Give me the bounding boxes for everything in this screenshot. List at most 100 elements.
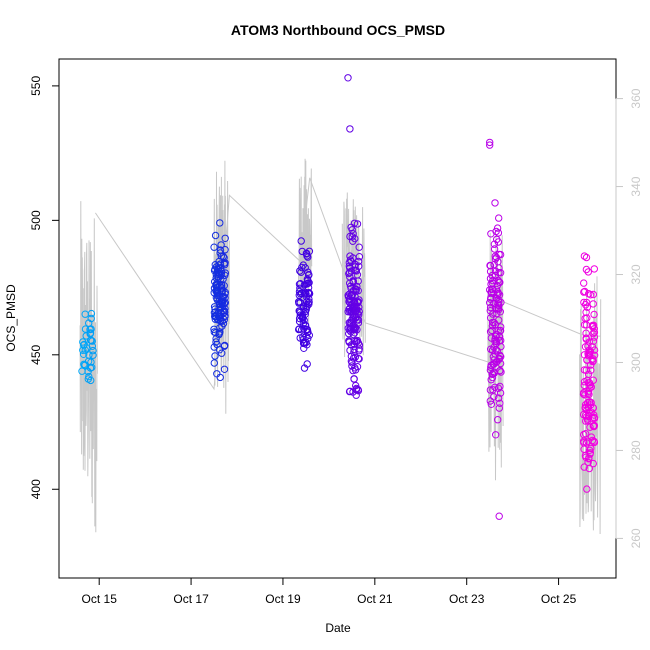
data-point xyxy=(580,351,589,359)
data-point xyxy=(495,264,503,272)
data-point xyxy=(80,340,88,349)
data-point xyxy=(579,390,588,398)
data-point xyxy=(486,141,494,149)
data-point xyxy=(497,368,505,376)
data-point xyxy=(297,268,305,276)
data-point xyxy=(221,312,229,321)
data-point xyxy=(582,253,591,262)
data-point xyxy=(211,352,219,360)
data-point xyxy=(353,298,362,307)
axes-layer: Oct 15 Oct 17 Oct 19 Oct 21 Oct 23 Oct 25 400 4… xyxy=(29,76,643,606)
data-point xyxy=(497,342,505,351)
data-point xyxy=(582,335,590,343)
data-point xyxy=(215,304,224,312)
data-point xyxy=(212,270,221,279)
data-point xyxy=(488,370,496,378)
data-point xyxy=(218,295,226,304)
points-layer xyxy=(78,74,599,520)
data-point xyxy=(587,383,595,391)
data-point xyxy=(87,358,95,366)
data-point xyxy=(351,314,360,322)
data-point xyxy=(580,321,589,329)
data-point xyxy=(585,455,593,463)
data-point xyxy=(354,287,362,295)
y2-tick-label: 280 xyxy=(629,440,643,460)
data-point xyxy=(304,283,313,292)
data-point xyxy=(304,328,312,336)
data-point xyxy=(490,260,498,269)
data-point xyxy=(220,315,229,324)
data-point xyxy=(217,305,225,313)
data-point xyxy=(213,291,222,300)
data-point xyxy=(354,387,363,395)
data-point xyxy=(490,245,499,253)
data-point xyxy=(214,273,222,281)
data-point xyxy=(582,411,590,419)
data-point xyxy=(493,309,501,318)
data-point xyxy=(581,287,589,296)
data-point xyxy=(492,431,500,439)
data-point xyxy=(492,332,500,340)
data-point xyxy=(303,360,311,368)
data-point xyxy=(486,138,494,147)
data-point xyxy=(349,366,357,375)
data-point xyxy=(489,310,497,318)
data-point xyxy=(487,376,495,384)
data-point xyxy=(583,413,591,421)
data-point xyxy=(81,310,89,318)
data-point xyxy=(298,311,307,319)
data-point xyxy=(580,378,589,386)
data-point xyxy=(491,383,499,391)
data-point xyxy=(351,263,359,271)
data-point xyxy=(88,342,97,350)
y-tick-label: 450 xyxy=(29,344,43,364)
data-point xyxy=(495,214,503,222)
data-point xyxy=(586,291,595,299)
x-tick-label: Oct 17 xyxy=(173,592,209,606)
data-point xyxy=(585,350,594,359)
data-point xyxy=(351,234,359,243)
data-point xyxy=(79,350,88,358)
data-point xyxy=(214,268,223,277)
data-point xyxy=(353,220,362,228)
data-point xyxy=(210,359,219,367)
data-point xyxy=(580,279,588,287)
data-point xyxy=(295,325,303,333)
data-point xyxy=(217,241,225,249)
data-point xyxy=(590,265,598,273)
data-point xyxy=(488,346,497,354)
data-point xyxy=(215,330,223,339)
data-point xyxy=(586,423,594,431)
data-point xyxy=(496,389,505,397)
data-point xyxy=(211,312,220,320)
data-point xyxy=(590,413,598,422)
data-point xyxy=(304,268,312,276)
data-point xyxy=(86,329,95,337)
data-point xyxy=(493,291,501,299)
data-point xyxy=(355,345,363,353)
data-point xyxy=(221,234,229,243)
data-point xyxy=(493,224,502,232)
data-point xyxy=(216,373,224,382)
data-point xyxy=(491,199,499,207)
data-point xyxy=(581,430,590,438)
data-point xyxy=(495,354,503,363)
data-point xyxy=(218,286,227,295)
data-point xyxy=(210,243,218,251)
data-point xyxy=(492,227,500,236)
data-point xyxy=(354,298,362,306)
data-point xyxy=(345,319,353,327)
data-point xyxy=(215,346,224,354)
data-point xyxy=(488,318,497,327)
data-point xyxy=(350,375,358,383)
data-point xyxy=(497,298,505,307)
data-point xyxy=(295,325,303,334)
data-point xyxy=(346,282,355,290)
data-point xyxy=(211,231,220,240)
data-point xyxy=(346,279,354,287)
data-point xyxy=(302,250,311,258)
data-point xyxy=(295,280,304,288)
data-point xyxy=(211,315,220,323)
